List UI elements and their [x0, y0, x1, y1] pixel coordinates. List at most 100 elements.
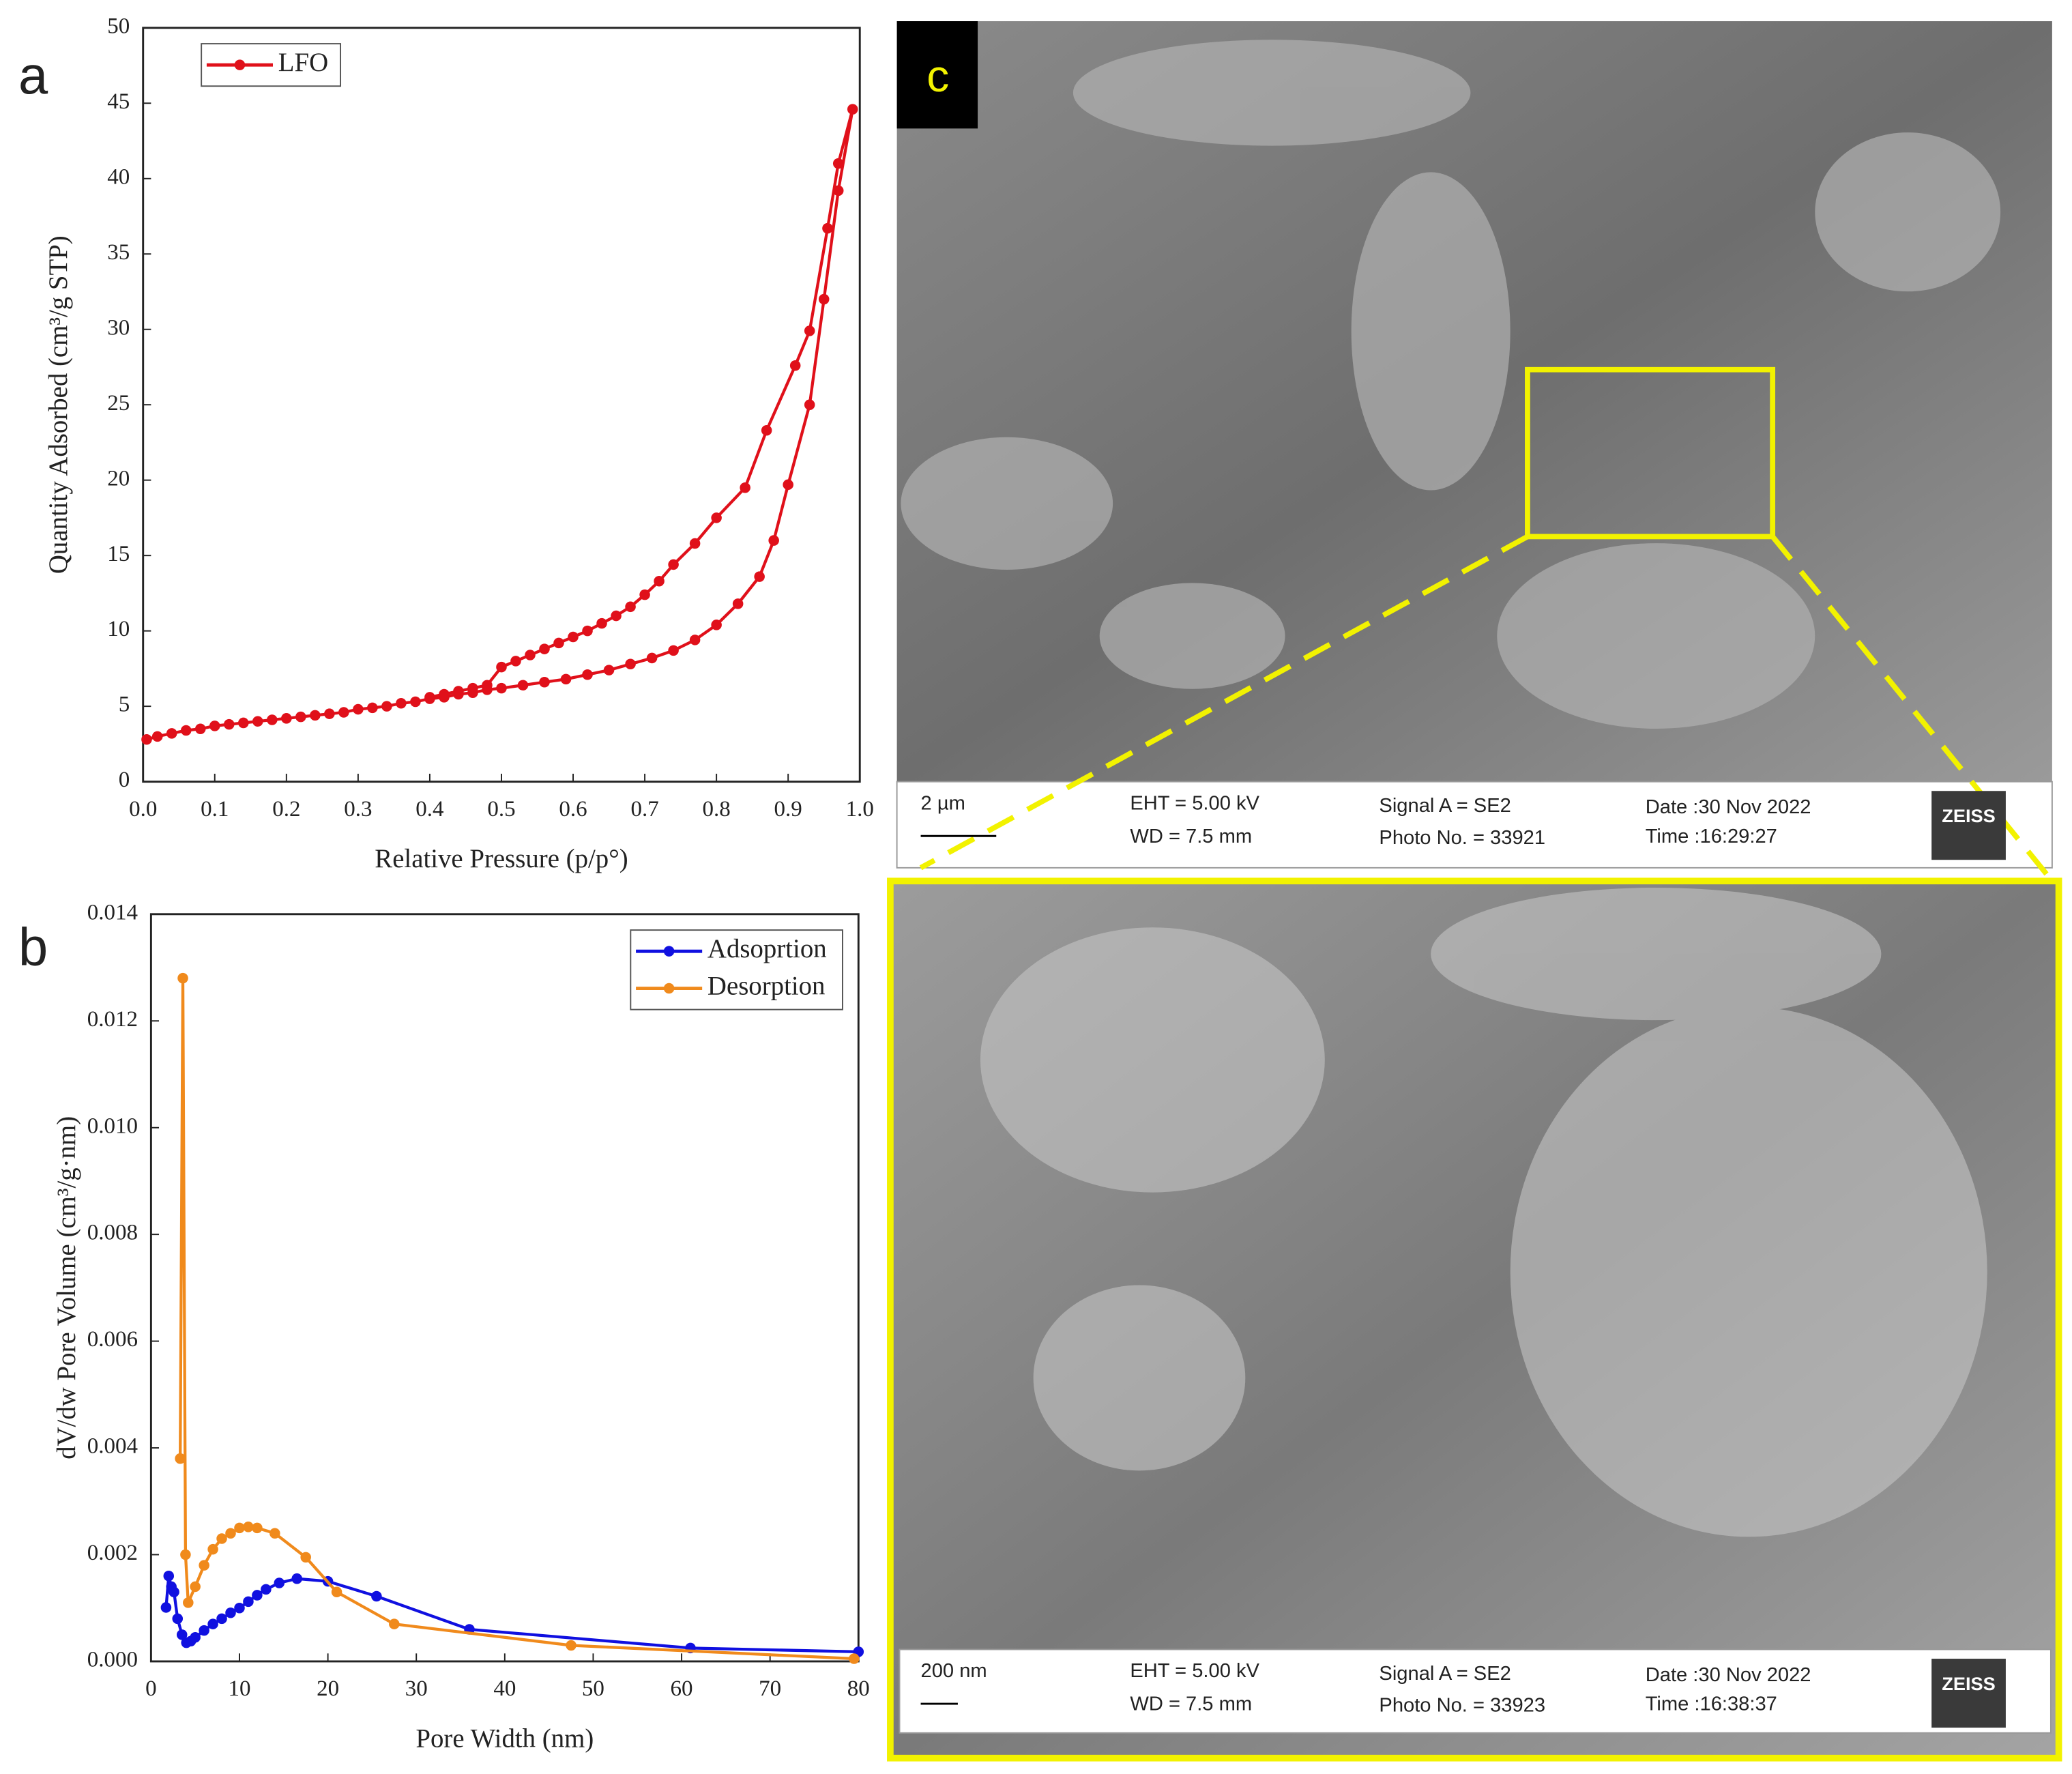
zoom-line	[919, 534, 1529, 871]
data-point	[151, 731, 163, 742]
data-point	[216, 1613, 227, 1625]
y-tick-label: 0.012	[87, 1007, 138, 1032]
data-point	[668, 559, 679, 570]
data-point	[553, 637, 564, 649]
legend-label: LFO	[278, 48, 328, 77]
info-bar	[896, 781, 2053, 869]
data-point	[639, 589, 650, 600]
data-point	[783, 479, 793, 491]
info-eht: EHT = 5.00 kV	[1130, 1660, 1259, 1682]
data-point	[234, 1602, 245, 1614]
data-point	[496, 682, 507, 694]
data-point	[141, 733, 152, 745]
logo-bg	[1931, 1659, 2006, 1728]
x-tick-label: 60	[671, 1676, 693, 1701]
x-tick-label: 50	[582, 1676, 604, 1701]
info-signal: Signal A = SE2	[1379, 1663, 1511, 1685]
data-point	[740, 482, 750, 493]
data-point	[732, 598, 744, 609]
logo-bg	[1931, 791, 2006, 860]
data-point	[225, 1608, 236, 1618]
legend-label: Desorption	[707, 971, 826, 1000]
y-tick-label: 0.004	[87, 1434, 138, 1459]
data-point	[539, 643, 550, 654]
info-scale: 200 nm	[921, 1660, 987, 1682]
info-bar	[899, 1648, 2052, 1734]
data-point	[381, 701, 392, 712]
data-point	[396, 697, 407, 709]
data-point	[209, 721, 220, 731]
data-point	[424, 692, 435, 703]
x-tick-label: 0.9	[774, 797, 802, 821]
data-point	[582, 669, 593, 680]
series-line	[179, 978, 854, 1661]
data-point	[689, 635, 701, 645]
legend-box	[630, 929, 843, 1010]
y-axis-title: dV/dw Pore Volume (cm³/g·nm)	[52, 1116, 81, 1459]
data-point	[822, 222, 833, 234]
x-tick-label: 10	[228, 1676, 250, 1701]
data-point	[789, 360, 801, 371]
data-point	[761, 425, 772, 436]
data-point	[625, 601, 636, 613]
x-tick-label: 20	[317, 1676, 339, 1701]
legend-marker	[234, 59, 246, 70]
y-tick-label: 25	[107, 391, 130, 416]
x-tick-label: 0.7	[630, 797, 658, 821]
info-scale: 2 µm	[921, 792, 965, 814]
data-point	[281, 713, 292, 724]
data-point	[711, 512, 722, 523]
y-tick-label: 0.008	[87, 1221, 138, 1245]
data-point	[163, 1571, 175, 1582]
data-point	[582, 625, 593, 637]
info-wd: WD = 7.5 mm	[1130, 1693, 1252, 1715]
info-eht: EHT = 5.00 kV	[1130, 792, 1259, 814]
data-point	[177, 972, 188, 984]
info-brand: ZEISS	[1942, 805, 1996, 826]
data-point	[439, 688, 450, 700]
x-tick-label: 1.0	[846, 797, 874, 821]
data-point	[482, 680, 493, 690]
data-point	[199, 1625, 209, 1636]
data-point	[172, 1613, 184, 1625]
data-point	[243, 1522, 254, 1532]
data-point	[566, 1640, 577, 1651]
y-tick-label: 35	[107, 240, 130, 265]
data-point	[225, 1528, 236, 1539]
zoom-frame	[887, 877, 2062, 1762]
x-tick-label: 0.4	[415, 797, 443, 821]
data-point	[754, 571, 765, 582]
data-point	[338, 707, 349, 718]
data-point	[371, 1590, 382, 1602]
data-point	[496, 661, 507, 673]
data-point	[175, 1453, 186, 1464]
data-point	[216, 1533, 227, 1544]
data-point	[560, 673, 572, 685]
panel-label: b	[18, 918, 48, 977]
data-point	[611, 610, 622, 622]
data-point	[166, 728, 177, 739]
x-tick-label: 80	[847, 1676, 870, 1701]
legend-marker	[663, 946, 675, 957]
data-point	[176, 1629, 188, 1640]
data-point	[453, 686, 464, 697]
y-tick-label: 0.014	[87, 900, 138, 925]
data-point	[269, 1528, 280, 1539]
data-point	[261, 1584, 272, 1595]
data-point	[199, 1560, 209, 1571]
data-point	[818, 293, 830, 305]
data-point	[180, 725, 192, 736]
legend-label: Adsoprtion	[707, 934, 827, 963]
sem-texture	[980, 887, 1987, 1537]
panel-label-bg	[896, 21, 978, 129]
y-tick-label: 0.010	[87, 1114, 138, 1138]
data-point	[224, 718, 235, 730]
data-point	[711, 620, 722, 630]
data-point	[832, 185, 844, 197]
x-tick-label: 0.8	[703, 797, 731, 821]
data-point	[291, 1573, 303, 1584]
series-line	[146, 108, 854, 741]
y-tick-label: 0.006	[87, 1327, 138, 1352]
y-tick-label: 5	[119, 693, 130, 717]
x-tick-label: 30	[405, 1676, 428, 1701]
